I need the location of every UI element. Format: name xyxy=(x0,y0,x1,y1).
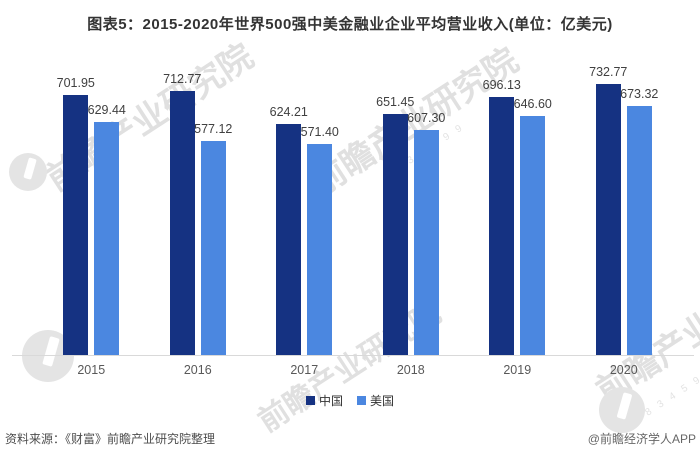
legend-item-usa: 美国 xyxy=(357,392,394,409)
bar-group-2016: 712.77 577.12 2016 xyxy=(163,59,232,377)
x-axis-label-2018: 2018 xyxy=(396,363,425,377)
bar-slot-china-2016: 712.77 xyxy=(163,59,201,355)
value-label-usa-2020: 673.32 xyxy=(620,87,659,101)
bar-usa-2018 xyxy=(413,130,439,355)
bar-slot-usa-2016: 577.12 xyxy=(194,59,232,355)
value-label-usa-2017: 571.40 xyxy=(300,125,339,139)
legend: 中国 美国 xyxy=(0,392,700,409)
value-label-china-2015: 701.95 xyxy=(56,76,95,90)
bar-usa-2016 xyxy=(200,141,226,355)
bar-china-2017 xyxy=(276,124,302,355)
bar-usa-2020 xyxy=(626,106,652,355)
x-axis-label-2020: 2020 xyxy=(609,363,638,377)
x-axis-label-2017: 2017 xyxy=(290,363,319,377)
app-credit: @前瞻经济学人APP xyxy=(587,432,696,446)
value-label-china-2019: 696.13 xyxy=(482,78,521,92)
x-axis-label-2016: 2016 xyxy=(183,363,212,377)
plot-groups: 701.95 629.44 2015 712.77 577.12 2016 624.21 57… xyxy=(38,59,677,377)
bar-usa-2019 xyxy=(520,116,546,355)
legend-label-usa: 美国 xyxy=(370,394,395,408)
bar-slot-usa-2020: 673.32 xyxy=(620,59,658,355)
bar-china-2018 xyxy=(382,114,408,355)
value-label-usa-2018: 607.30 xyxy=(407,111,446,125)
bar-slot-usa-2015: 629.44 xyxy=(88,59,126,355)
value-label-china-2017: 624.21 xyxy=(269,105,308,119)
bar-slot-china-2015: 701.95 xyxy=(57,59,95,355)
bar-china-2016 xyxy=(169,91,195,355)
x-axis-label-2015: 2015 xyxy=(77,363,106,377)
bar-usa-2017 xyxy=(307,144,333,355)
value-label-usa-2016: 577.12 xyxy=(194,122,233,136)
plot-area: 701.95 629.44 2015 712.77 577.12 2016 624.21 57… xyxy=(12,59,694,377)
bar-group-2018: 651.45 607.30 2018 xyxy=(376,59,445,377)
bar-slot-china-2017: 624.21 xyxy=(270,59,308,355)
bar-slot-china-2018: 651.45 xyxy=(376,59,414,355)
x-axis-label-2019: 2019 xyxy=(503,363,532,377)
bar-group-2017: 624.21 571.40 2017 xyxy=(270,59,339,377)
bar-slot-usa-2018: 607.30 xyxy=(407,59,445,355)
value-label-usa-2019: 646.60 xyxy=(513,97,552,111)
bar-usa-2015 xyxy=(94,122,120,355)
value-label-china-2020: 732.77 xyxy=(589,65,628,79)
legend-label-china: 中国 xyxy=(318,394,343,408)
bar-group-2019: 696.13 646.60 2019 xyxy=(483,59,552,377)
value-label-china-2018: 651.45 xyxy=(376,95,415,109)
legend-swatch-usa-icon xyxy=(357,396,366,405)
chart-title: 图表5：2015-2020年世界500强中美金融业企业平均营业收入(单位：亿美元… xyxy=(87,16,613,33)
bar-slot-usa-2017: 571.40 xyxy=(301,59,339,355)
legend-swatch-china-icon xyxy=(305,396,315,405)
bar-china-2019 xyxy=(489,97,515,355)
bar-china-2020 xyxy=(595,84,621,355)
bar-slot-china-2019: 696.13 xyxy=(483,59,521,355)
bar-slot-usa-2019: 646.60 xyxy=(514,59,552,355)
legend-item-china: 中国 xyxy=(305,392,343,409)
value-label-usa-2015: 629.44 xyxy=(87,103,126,117)
bar-group-2020: 732.77 673.32 2020 xyxy=(589,59,658,377)
value-label-china-2016: 712.77 xyxy=(163,72,202,86)
bar-group-2015: 701.95 629.44 2015 xyxy=(57,59,126,377)
bar-china-2015 xyxy=(63,95,89,355)
bar-slot-china-2020: 732.77 xyxy=(589,59,627,355)
source-note: 资料来源：《财富》前瞻产业研究院整理 xyxy=(5,432,216,446)
